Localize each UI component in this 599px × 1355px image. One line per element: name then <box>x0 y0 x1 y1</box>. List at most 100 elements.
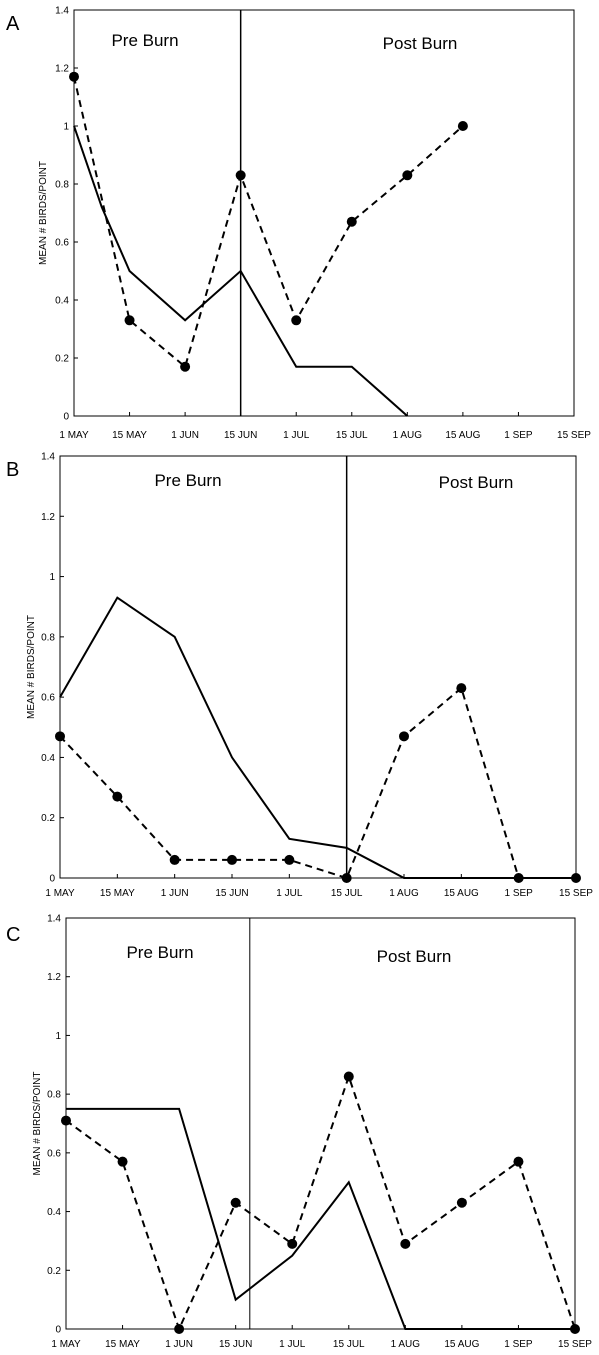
panel-b-x-tick-label: 15 MAY <box>100 888 135 899</box>
panel-b-series-dashed-point <box>456 683 467 694</box>
panel-c-pre-burn-label: Pre Burn <box>126 943 193 962</box>
panel-a-x-tick-label: 1 JUN <box>171 430 199 441</box>
panel-a-y-tick-label: 0.8 <box>55 180 69 191</box>
panel-b-x-tick-label: 1 JUL <box>276 888 303 899</box>
panel-c-series-dashed-point <box>230 1197 241 1208</box>
panel-a-series-dashed-point <box>402 170 413 181</box>
panel-c-series-dashed-point <box>117 1156 128 1167</box>
panel-a-series-dashed-point <box>69 71 79 82</box>
panel-b-y-tick-label: 1.4 <box>41 452 55 463</box>
panel-c-series-dashed-point <box>174 1324 185 1334</box>
panel-a-series-dashed-point <box>346 216 357 227</box>
panel-a-series-dashed-point <box>124 315 135 326</box>
panel-a-y-tick-label: 0 <box>63 412 69 423</box>
panel-c-series-dashed-point <box>570 1324 580 1334</box>
panel-c-plot-frame <box>65 917 576 1330</box>
panel-c-x-tick-label: 1 JUN <box>165 1339 193 1350</box>
panel-c-series-dashed-point <box>513 1156 524 1167</box>
panel-c-x-tick-label: 15 JUN <box>219 1339 252 1350</box>
panel-c-x-tick-label: 1 JUL <box>279 1339 306 1350</box>
panel-c-series-dashed-point <box>456 1197 467 1208</box>
panel-a-x-tick-label: 1 AUG <box>393 430 423 441</box>
panel-b-letter: B <box>6 459 19 481</box>
panel-c-y-tick-label: 1 <box>55 1031 61 1042</box>
panel-c-x-tick-label: 15 JUL <box>333 1339 365 1350</box>
panel-c-x-tick-label: 15 SEP <box>558 1339 592 1350</box>
panel-a-series-dashed-point <box>457 121 468 131</box>
panel-b-plot-frame <box>59 455 577 879</box>
panel-c-y-tick-label: 0.4 <box>47 1207 61 1218</box>
panel-c-x-tick-label: 1 MAY <box>51 1339 81 1350</box>
panel-c-y-tick-label: 0.8 <box>47 1090 61 1101</box>
panel-a-series-dashed-point <box>180 361 191 372</box>
panel-b-y-tick-label: 0.6 <box>41 693 55 704</box>
panel-c-post-burn-label: Post Burn <box>377 947 452 966</box>
panel-c-series-dashed-point <box>343 1071 354 1082</box>
panel-b-x-tick-label: 15 AUG <box>444 888 479 899</box>
panel-b-series-dashed-point <box>284 854 295 865</box>
panel-b-y-tick-label: 1 <box>49 572 55 583</box>
panel-b-series-dashed-point <box>169 854 180 865</box>
panel-b-x-tick-label: 15 JUN <box>215 888 248 899</box>
panel-a-y-tick-label: 0.6 <box>55 238 69 249</box>
panel-b-series-dashed-point <box>55 731 65 742</box>
panel-b-x-tick-label: 1 AUG <box>389 888 419 899</box>
panel-b-series-dashed-point <box>399 731 409 742</box>
panel-c-x-tick-label: 1 AUG <box>391 1339 421 1350</box>
panel-a-series-dashed-point <box>235 170 246 181</box>
panel-b-y-axis-label: MEAN # BIRDS/POINT <box>26 615 37 719</box>
panel-a-x-tick-label: 1 MAY <box>59 430 89 441</box>
panel-a-series-dashed-point <box>291 315 302 326</box>
panel-b-series-dashed-point <box>341 873 352 883</box>
panel-a-x-tick-label: 15 MAY <box>112 430 147 441</box>
panel-a-post-burn-label: Post Burn <box>383 34 458 53</box>
panel-c-letter: C <box>6 924 20 946</box>
panel-b-x-tick-label: 1 MAY <box>45 888 75 899</box>
panel-a-y-axis-label: MEAN # BIRDS/POINT <box>38 161 49 265</box>
panel-b-series-solid-line <box>59 596 576 879</box>
panel-a-x-tick-label: 15 JUL <box>336 430 368 441</box>
panel-c-y-tick-label: 0.6 <box>47 1148 61 1159</box>
panel-a-x-tick-label: 1 SEP <box>504 430 533 441</box>
panel-b-post-burn-label: Post Burn <box>439 473 514 492</box>
panel-a-x-tick-label: 15 SEP <box>557 430 591 441</box>
panel-b-series-dashed-line <box>59 686 576 880</box>
panel-c-series-dashed-point <box>61 1115 71 1126</box>
panel-b-series-dashed-point <box>513 873 524 883</box>
panel-b-pre-burn-label: Pre Burn <box>154 471 221 490</box>
panel-c-y-tick-label: 1.4 <box>47 914 61 925</box>
panel-a-y-tick-label: 1.2 <box>55 64 69 75</box>
panel-a-x-tick-label: 15 JUN <box>224 430 257 441</box>
panel-c-x-tick-label: 15 MAY <box>105 1339 140 1350</box>
panel-a-y-tick-label: 1 <box>63 122 69 133</box>
panel-b-y-tick-label: 0.8 <box>41 632 55 643</box>
panel-c-series-solid-line <box>66 1107 575 1330</box>
panel-b-x-tick-label: 1 JUN <box>161 888 189 899</box>
panel-a-y-tick-label: 0.2 <box>55 354 69 365</box>
panel-b-y-tick-label: 1.2 <box>41 512 55 523</box>
panel-c-x-tick-label: 15 AUG <box>444 1339 479 1350</box>
panel-c-x-tick-label: 1 SEP <box>504 1339 533 1350</box>
panel-b-series-dashed-point <box>571 873 581 883</box>
panel-b-x-tick-label: 15 JUL <box>331 888 363 899</box>
panel-a-pre-burn-label: Pre Burn <box>111 31 178 50</box>
panel-b-y-tick-label: 0.4 <box>41 753 55 764</box>
panel-a-plot-frame <box>73 9 575 417</box>
panel-b-series-dashed-point <box>112 791 123 802</box>
panel-a-x-tick-label: 1 JUL <box>283 430 310 441</box>
panel-a-x-tick-label: 15 AUG <box>445 430 480 441</box>
panel-c-y-tick-label: 0 <box>55 1325 61 1336</box>
panel-c-series-dashed-point <box>400 1238 411 1249</box>
panel-b-y-tick-label: 0.2 <box>41 813 55 824</box>
panel-a-letter: A <box>6 13 20 35</box>
panel-c-y-tick-label: 0.2 <box>47 1266 61 1277</box>
panel-b-x-tick-label: 1 SEP <box>504 888 533 899</box>
panel-c-series-dashed-line <box>65 1073 576 1332</box>
panel-a-y-tick-label: 0.4 <box>55 296 69 307</box>
panel-b-y-tick-label: 0 <box>49 874 55 885</box>
panel-c-y-axis-label: MEAN # BIRDS/POINT <box>32 1072 43 1176</box>
panel-c-series-dashed-point <box>287 1238 298 1249</box>
panel-c-y-tick-label: 1.2 <box>47 972 61 983</box>
panel-b-x-tick-label: 15 SEP <box>559 888 593 899</box>
